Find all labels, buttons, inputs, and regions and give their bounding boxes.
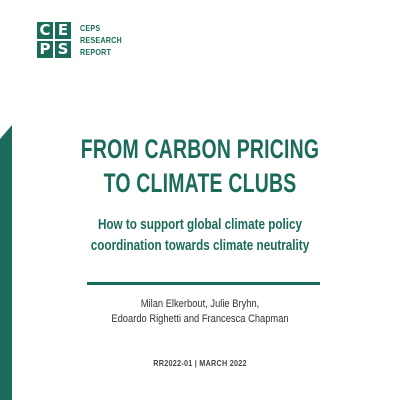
logo-letter-p: P xyxy=(37,41,53,58)
title-line-1: FROM CARBON PRICING xyxy=(80,134,320,164)
side-band-notch xyxy=(0,125,12,139)
page-title: FROM CARBON PRICING TO CLIMATE CLUBS xyxy=(0,132,400,200)
title-line-2: TO CLIMATE CLUBS xyxy=(103,168,297,198)
authors-line-1: Milan Elkerbout, Julie Bryhn, xyxy=(140,298,260,310)
series-label: CEPS RESEARCH REPORT xyxy=(80,22,122,58)
report-code: RR2022-01 | MARCH 2022 xyxy=(0,357,400,369)
logo-letter-e: E xyxy=(55,22,71,39)
authors-line-2: Edoardo Righetti and Francesca Chapman xyxy=(111,313,289,325)
subtitle-line-1: How to support global climate policy xyxy=(97,216,303,233)
subtitle-line-2: coordination towards climate neutrality xyxy=(90,237,310,254)
authors: Milan Elkerbout, Julie Bryhn, Edoardo Ri… xyxy=(0,297,400,327)
logo-letter-s: S xyxy=(55,41,71,58)
divider-rule xyxy=(87,282,320,285)
logo-letter-c: C xyxy=(37,22,53,39)
ceps-logo: C E P S xyxy=(37,22,71,58)
page-subtitle: How to support global climate policy coo… xyxy=(0,214,400,256)
series-line-3: REPORT xyxy=(80,47,112,57)
series-line-1: CEPS xyxy=(80,23,101,33)
report-code-text: RR2022-01 | MARCH 2022 xyxy=(153,358,247,368)
series-line-2: RESEARCH xyxy=(80,35,122,45)
side-band-decoration xyxy=(0,125,12,400)
